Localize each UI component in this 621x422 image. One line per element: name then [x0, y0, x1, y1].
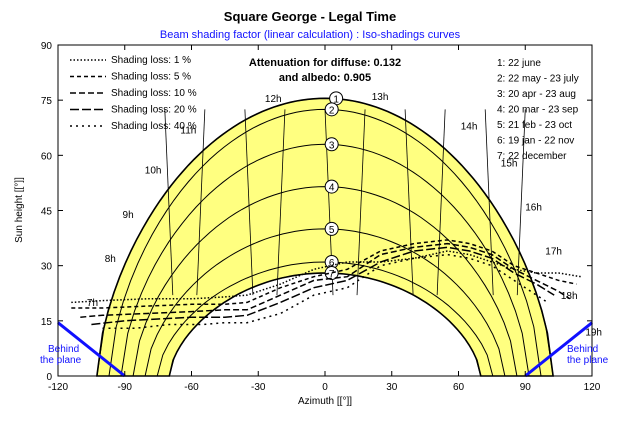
date-entry-1: 1: 22 june	[497, 58, 541, 69]
shading-loss-legend: Shading loss: 1 % Shading loss: 5 % Shadin…	[70, 55, 197, 132]
sun-path-label-5: 5	[329, 225, 335, 236]
sun-path-label-6: 6	[329, 258, 335, 269]
sun-path-marker-5	[324, 221, 339, 236]
hour-line	[356, 109, 366, 296]
hour-label: 10h	[145, 166, 162, 177]
hour-label: 13h	[372, 92, 389, 103]
behind-plane-left-1: Behind	[48, 344, 79, 355]
x-tick-label: 120	[584, 382, 601, 393]
hour-label: 8h	[105, 254, 116, 265]
hour-line	[436, 109, 446, 296]
plane-line-right	[524, 321, 593, 378]
x-tick-label: 90	[520, 382, 532, 393]
behind-plane-right-1: Behind	[567, 344, 598, 355]
hour-label: 16h	[525, 203, 542, 214]
sun-path-label-7: 7	[329, 269, 335, 280]
sun-path-label-2: 2	[329, 105, 335, 116]
sun-path-marker-7	[324, 266, 339, 281]
hour-label: 11h	[180, 125, 196, 136]
x-axis-label: Azimuth [[°]]	[298, 396, 352, 407]
hour-label: 15h	[501, 158, 518, 169]
sun-path-marker-3	[324, 137, 339, 152]
shading-curve-5	[102, 253, 548, 329]
legend-entry-3: Shading loss: 10 %	[111, 88, 197, 99]
hour-line	[516, 109, 526, 296]
hour-line	[244, 109, 254, 296]
legend-entry-1: Shading loss: 1 %	[111, 55, 191, 66]
x-tick-label: 0	[322, 382, 328, 393]
date-entry-2: 2: 22 may - 23 july	[497, 74, 579, 85]
behind-plane-left-2: the plane	[40, 355, 82, 366]
sun-path-label-4: 4	[329, 183, 335, 194]
legend-entry-4: Shading loss: 20 %	[111, 105, 197, 116]
y-tick-label: 60	[41, 151, 53, 162]
hour-label: 18h	[561, 291, 578, 302]
y-tick-label: 90	[41, 41, 53, 52]
shading-curve-4	[91, 246, 555, 326]
attenuation-line-1: Attenuation for diffuse: 0.132	[249, 57, 401, 69]
hour-line	[484, 109, 494, 296]
chart-subtitle: Beam shading factor (linear calculation)…	[160, 29, 461, 41]
y-tick-label: 15	[41, 317, 53, 328]
date-entry-5: 5: 21 feb - 23 oct	[497, 120, 572, 131]
shading-curve-2	[71, 239, 577, 309]
x-tick-label: 30	[386, 382, 398, 393]
sun-path-marker-2	[324, 102, 339, 117]
legend-entry-2: Shading loss: 5 %	[111, 72, 191, 83]
sun-path-1	[96, 97, 554, 377]
behind-plane-right-2: the plane	[567, 355, 609, 366]
x-tick-label: 60	[453, 382, 465, 393]
x-tick-label: -90	[118, 382, 133, 393]
y-tick-label: 45	[41, 207, 53, 218]
shading-curve-1	[71, 250, 582, 304]
hour-label: 19h	[585, 328, 602, 339]
legend-entry-5: Shading loss: 40 %	[111, 121, 197, 132]
sun-path-label-3: 3	[329, 140, 335, 151]
chart-title: Square George - Legal Time	[224, 9, 396, 24]
y-tick-label: 30	[41, 262, 53, 273]
hour-label: 9h	[123, 210, 134, 221]
shading-curve-3	[80, 242, 571, 318]
x-tick-label: -30	[251, 382, 266, 393]
hour-line	[164, 109, 174, 296]
hour-label: 12h	[265, 94, 282, 105]
y-tick-label: 0	[46, 372, 52, 383]
hour-line	[404, 109, 414, 296]
plane-line-left	[57, 321, 126, 378]
hour-label: 14h	[461, 122, 478, 133]
y-axis-label: Sun height [[°]]	[14, 177, 25, 243]
date-entry-3: 3: 20 apr - 23 aug	[497, 89, 576, 100]
x-tick-label: -120	[48, 382, 68, 393]
date-entry-7: 7: 22 december	[497, 151, 567, 162]
x-tick-label: -60	[184, 382, 199, 393]
date-legend: 1: 22 june 2: 22 may - 23 july 3: 20 apr -…	[497, 58, 579, 162]
y-tick-label: 75	[41, 96, 53, 107]
attenuation-line-2: and albedo: 0.905	[279, 72, 371, 84]
hour-label: 17h	[545, 247, 562, 258]
date-entry-6: 6: 19 jan - 22 nov	[497, 136, 574, 147]
hour-line	[276, 109, 286, 296]
date-entry-4: 4: 20 mar - 23 sep	[497, 105, 579, 116]
sun-path-label-1: 1	[333, 94, 339, 105]
hour-label: 7h	[87, 298, 98, 309]
sun-path-marker-4	[324, 179, 339, 194]
